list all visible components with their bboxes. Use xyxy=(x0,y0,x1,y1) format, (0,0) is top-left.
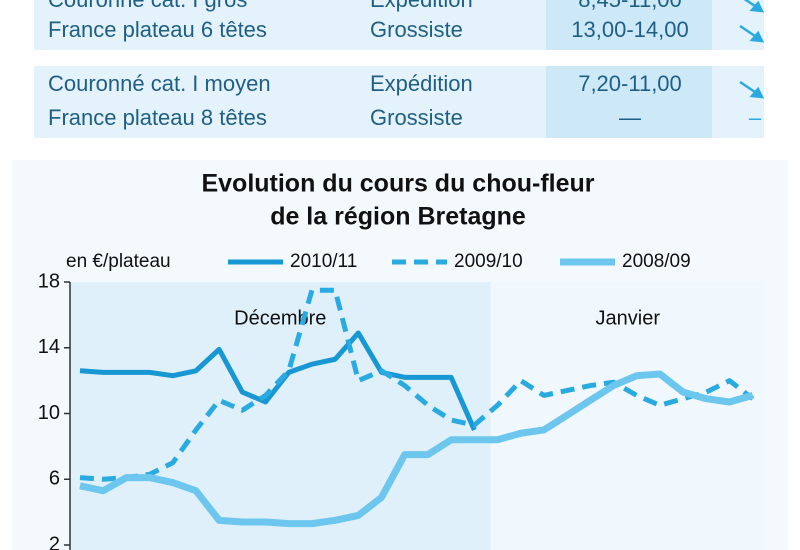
table-cell: Grossiste xyxy=(370,105,463,130)
table-cell: Expédition xyxy=(370,0,473,13)
y-tick-label: 14 xyxy=(38,336,60,358)
price-column xyxy=(546,66,712,138)
trend-arrow xyxy=(739,0,765,99)
series-line xyxy=(79,370,754,528)
table-cell: 8,45-11,00 xyxy=(578,0,682,13)
table-cell: 7,20-11,00 xyxy=(578,71,682,96)
table-cell: Grossiste xyxy=(370,17,463,42)
legend-label: 2009/10 xyxy=(454,251,523,272)
chart-title: de la région Bretagne xyxy=(270,203,526,231)
table-cell: 13,00-14,00 xyxy=(571,17,689,42)
series-line xyxy=(79,287,755,482)
table-cell: France plateau 8 têtes xyxy=(48,105,267,130)
y-tick-label: 6 xyxy=(49,468,60,490)
table-cell: Couronné cat. I gros xyxy=(48,0,247,13)
region xyxy=(70,282,491,550)
table-cell: Expédition xyxy=(370,71,473,96)
chart: Evolution du cours du chou-fleur de la r… xyxy=(12,160,788,550)
table-cell: France plateau 6 têtes xyxy=(48,17,267,42)
table-cell: Couronné cat. I moyen xyxy=(48,71,271,96)
table-cell: – xyxy=(748,105,762,130)
y-tick-label: 10 xyxy=(38,402,60,424)
price-column xyxy=(546,0,712,50)
y-tick-label: 2 xyxy=(49,533,60,550)
region-label: Décembre xyxy=(234,307,326,329)
axis-label: en €/plateau xyxy=(66,251,171,272)
legend-label: 2008/09 xyxy=(622,251,691,272)
table-cell: — xyxy=(619,105,641,130)
trend-icons xyxy=(739,0,765,99)
chart-title: Evolution du cours du chou-fleur xyxy=(201,170,594,198)
legend-label: 2010/11 xyxy=(290,251,357,272)
series-line xyxy=(79,330,477,431)
region xyxy=(490,282,765,550)
y-tick-label: 18 xyxy=(38,270,60,292)
region-label: Janvier xyxy=(596,307,661,329)
